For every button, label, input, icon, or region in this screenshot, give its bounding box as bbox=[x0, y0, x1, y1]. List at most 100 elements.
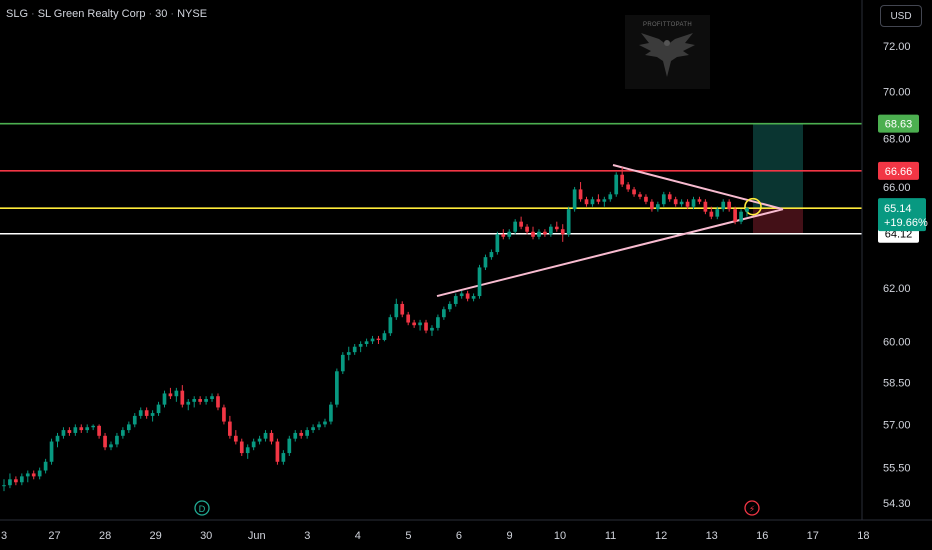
candle-body bbox=[204, 399, 208, 402]
time-tick-label: 6 bbox=[456, 530, 462, 542]
candle-body bbox=[97, 426, 101, 436]
candle-body bbox=[686, 202, 690, 207]
candle-body bbox=[531, 232, 535, 237]
candle-body bbox=[216, 396, 220, 407]
candle-body bbox=[8, 479, 12, 485]
candle-body bbox=[371, 339, 375, 342]
candle-body bbox=[73, 427, 77, 433]
candle-body bbox=[62, 430, 66, 436]
candle-body bbox=[234, 436, 238, 442]
time-tick-label: 17 bbox=[807, 530, 819, 542]
candle-body bbox=[2, 485, 6, 486]
candle-body bbox=[353, 347, 357, 352]
candle-body bbox=[264, 433, 268, 439]
time-tick-label: 27 bbox=[48, 530, 60, 542]
candle-body bbox=[579, 189, 583, 199]
candle-body bbox=[50, 442, 54, 462]
candle-body bbox=[14, 479, 18, 482]
candle-body bbox=[597, 199, 601, 201]
candle-body bbox=[418, 323, 422, 326]
time-tick-label: 11 bbox=[605, 530, 616, 542]
candle-body bbox=[210, 396, 214, 399]
candle-body bbox=[620, 175, 624, 185]
candle-body bbox=[240, 442, 244, 454]
candle-body bbox=[258, 439, 262, 442]
price-change-label: +19.66% bbox=[884, 217, 928, 229]
currency-button[interactable]: USD bbox=[880, 5, 922, 27]
candle-body bbox=[359, 344, 363, 347]
candle-body bbox=[739, 212, 743, 222]
candle-body bbox=[341, 355, 345, 371]
candle-body bbox=[317, 424, 321, 427]
candle-body bbox=[127, 424, 131, 430]
candle-body bbox=[614, 175, 618, 195]
time-tick-label: 3 bbox=[304, 530, 310, 542]
time-tick-label: 29 bbox=[150, 530, 162, 542]
candle-body bbox=[727, 202, 731, 209]
candle-body bbox=[400, 304, 404, 315]
candle-body bbox=[709, 212, 713, 217]
red-level-badge-label: 66.66 bbox=[885, 166, 913, 178]
candle-body bbox=[715, 209, 719, 216]
price-tick-label: 57.00 bbox=[883, 419, 911, 431]
candle-body bbox=[133, 416, 137, 425]
triangle-lower-trendline[interactable] bbox=[437, 209, 783, 296]
candle-body bbox=[561, 229, 565, 234]
profit-zone bbox=[753, 124, 803, 209]
time-tick-label: 28 bbox=[99, 530, 111, 542]
candle-body bbox=[656, 204, 660, 209]
candle-body bbox=[85, 427, 89, 430]
candle-body bbox=[573, 189, 577, 209]
candle-body bbox=[466, 293, 470, 298]
candle-body bbox=[525, 227, 529, 232]
price-tick-label: 68.00 bbox=[883, 134, 911, 146]
candle-body bbox=[490, 252, 494, 257]
time-tick-label: 10 bbox=[554, 530, 566, 542]
candle-body bbox=[680, 202, 684, 204]
candle-body bbox=[478, 267, 482, 296]
price-tick-label: 60.00 bbox=[883, 336, 911, 348]
candle-body bbox=[454, 296, 458, 304]
candle-body bbox=[519, 222, 523, 227]
candle-body bbox=[56, 436, 60, 442]
watermark-logo-text: PROFITTOPATH bbox=[625, 22, 710, 28]
candle-body bbox=[180, 391, 184, 405]
price-tick-label: 55.50 bbox=[883, 463, 911, 475]
candle-body bbox=[347, 352, 351, 355]
candle-body bbox=[32, 473, 36, 476]
candle-body bbox=[163, 393, 167, 404]
time-tick-label: 13 bbox=[706, 530, 718, 542]
candle-body bbox=[365, 341, 369, 344]
candle-body bbox=[674, 199, 678, 204]
price-tick-label: 70.00 bbox=[883, 87, 911, 99]
candle-body bbox=[383, 333, 387, 340]
time-tick-label: 30 bbox=[200, 530, 212, 542]
candle-body bbox=[222, 407, 226, 421]
candle-body bbox=[121, 430, 125, 436]
earnings-marker-label: ⚡ bbox=[749, 505, 755, 515]
candle-body bbox=[68, 430, 72, 433]
last-price-label: 65.14 bbox=[884, 203, 912, 215]
candle-body bbox=[626, 184, 630, 189]
time-tick-label: Jun bbox=[248, 530, 266, 542]
candle-body bbox=[608, 194, 612, 199]
candle-body bbox=[335, 371, 339, 404]
dividend-marker-label: D bbox=[199, 505, 206, 515]
price-tick-label: 54.30 bbox=[883, 498, 911, 510]
time-tick-label: 3 bbox=[1, 530, 7, 542]
candle-body bbox=[507, 232, 511, 237]
candle-body bbox=[603, 199, 607, 201]
time-tick-label: 9 bbox=[506, 530, 512, 542]
candle-body bbox=[406, 315, 410, 323]
candle-body bbox=[145, 410, 149, 416]
candle-body bbox=[567, 209, 571, 234]
candle-body bbox=[175, 391, 179, 397]
candle-body bbox=[377, 339, 381, 340]
candle-body bbox=[198, 399, 202, 402]
candle-body bbox=[668, 194, 672, 199]
candle-body bbox=[270, 433, 274, 442]
stop-zone bbox=[753, 208, 803, 234]
green-level-badge-label: 68.63 bbox=[885, 119, 913, 131]
candle-body bbox=[252, 442, 256, 448]
